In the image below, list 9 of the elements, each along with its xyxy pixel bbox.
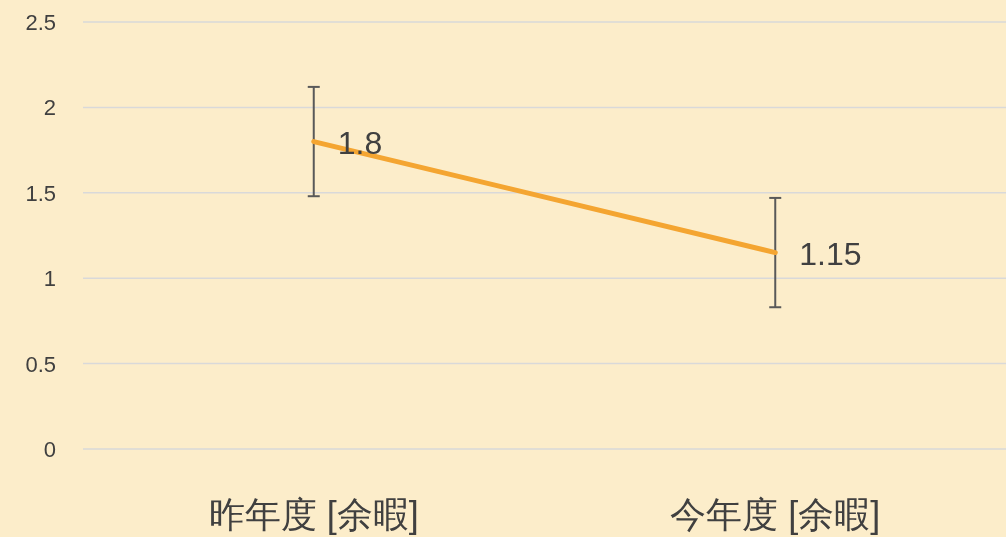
y-tick-label: 2.5: [25, 10, 56, 35]
x-tick-label: 昨年度 [余暇]: [208, 494, 419, 535]
y-tick-label: 0.5: [25, 351, 56, 377]
y-tick-label: 1: [43, 266, 56, 292]
x-tick-label: 今年度 [余暇]: [670, 494, 881, 535]
y-tick-label: 0: [43, 437, 56, 462]
y-tick-label: 2: [43, 95, 56, 121]
data-label: 1.15: [799, 235, 862, 272]
y-tick-label: 1.5: [25, 180, 56, 206]
